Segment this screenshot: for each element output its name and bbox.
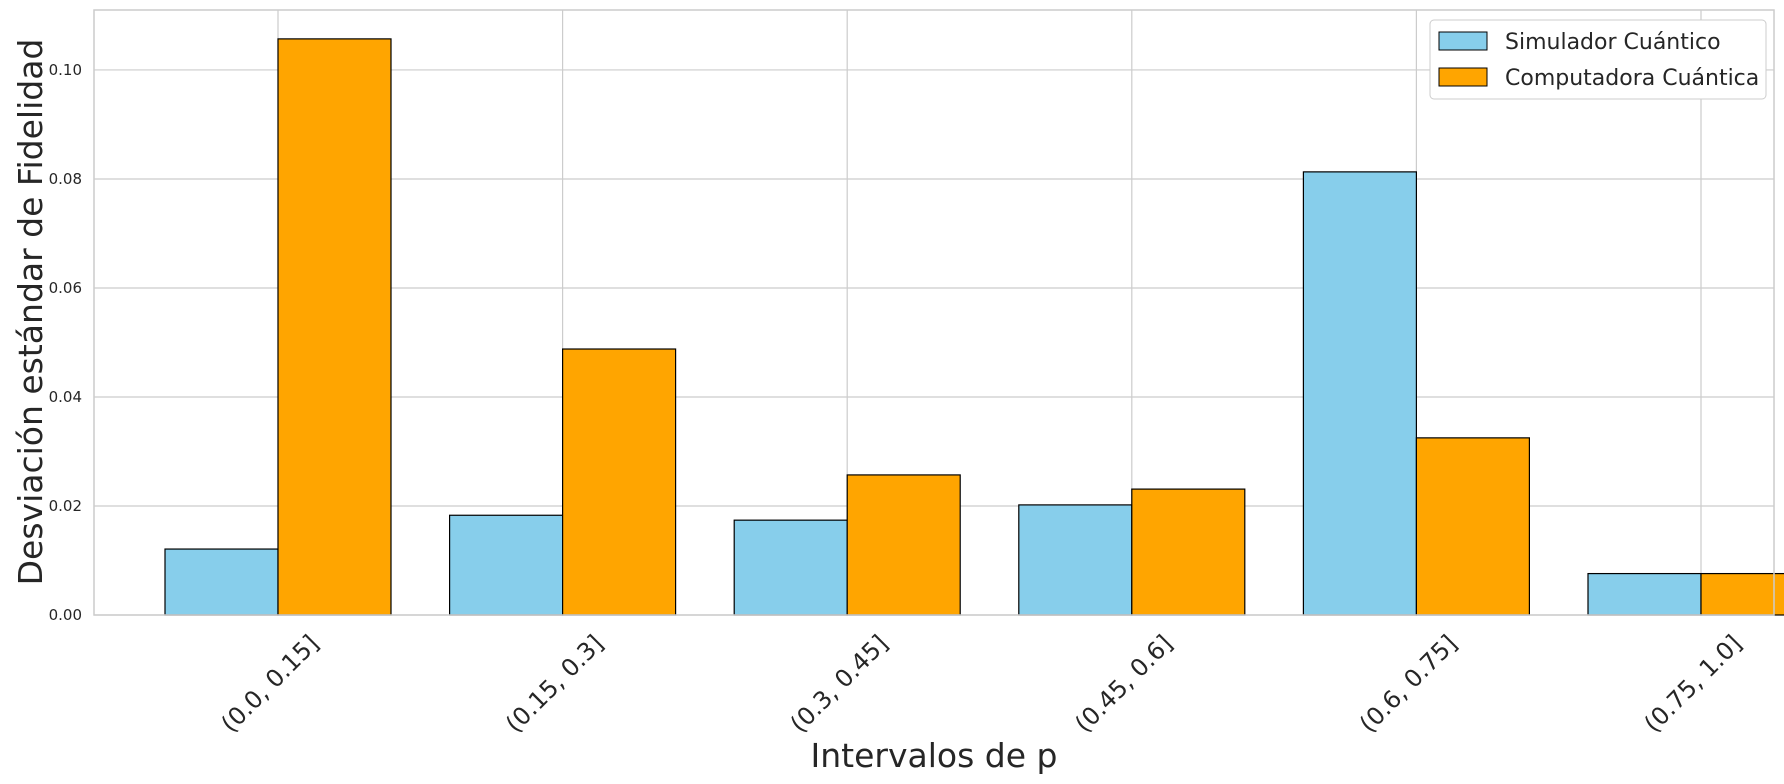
legend-swatch-computadora [1438,67,1488,87]
y-tick-label: 0.10 [49,61,82,79]
legend: Simulador Cuántico Computadora Cuántica [1429,19,1767,100]
y-axis-title: Desviación estándar de Fidelidad [11,39,50,586]
legend-swatch-simulador [1438,31,1488,51]
y-tick-label: 0.04 [49,388,82,406]
legend-box [1429,19,1767,100]
bar-simulador-1 [449,514,564,616]
legend-label-computadora: Computadora Cuántica [1505,66,1759,91]
bar-simulador-4 [1302,171,1418,616]
bar-simulador-2 [733,519,848,616]
bar-computadora-2 [846,474,961,616]
bar-computadora-0 [277,38,392,616]
bars [164,38,1784,616]
y-tick-label: 0.02 [49,497,82,515]
bar-simulador-3 [1018,504,1133,616]
y-tick-label: 0.08 [49,170,82,188]
bar-computadora-1 [561,348,677,616]
y-tick-label: 0.00 [49,606,82,624]
bar-simulador-5 [1587,572,1702,616]
legend-label-simulador: Simulador Cuántico [1505,30,1721,55]
x-axis-title: Intervalos de p [811,736,1058,775]
bar-computadora-5 [1700,572,1784,616]
bar-computadora-3 [1131,488,1246,616]
plot-frame [93,9,1775,616]
bar-computadora-4 [1415,437,1531,616]
bar-simulador-0 [164,548,279,616]
y-tick-labels: 0.00 0.02 0.04 0.06 0.08 0.10 [49,61,82,624]
y-tick-label: 0.06 [49,279,82,297]
